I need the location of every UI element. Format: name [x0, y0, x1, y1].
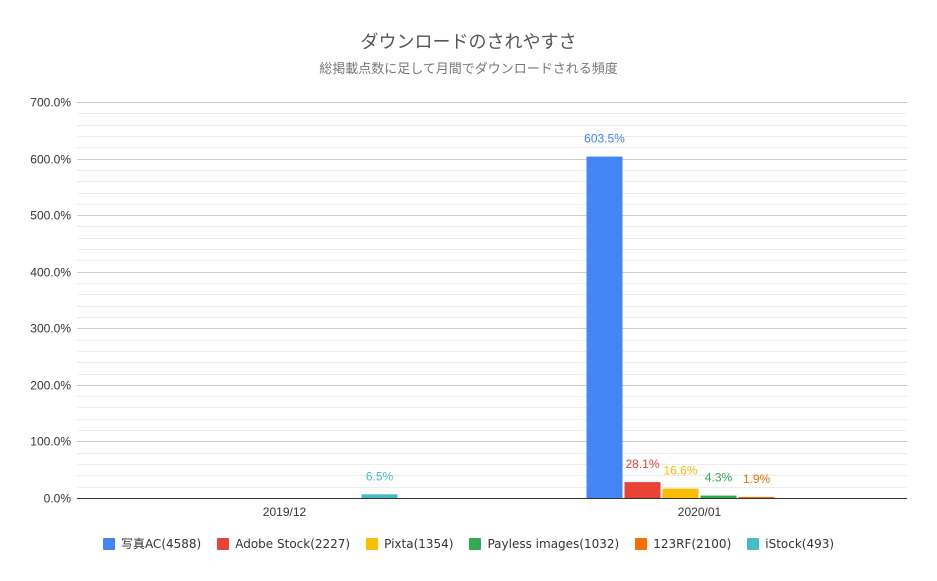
bar [700, 495, 737, 498]
bar [738, 496, 775, 498]
legend-swatch [366, 537, 379, 550]
legend-swatch [102, 537, 115, 550]
legend-item: Pixta(1354) [366, 537, 453, 551]
data-label: 16.6% [663, 464, 697, 478]
legend-item: Adobe Stock(2227) [217, 537, 350, 551]
x-tick-label: 2020/01 [678, 505, 722, 519]
legend-item: 写真AC(4588) [102, 535, 202, 552]
bar [361, 494, 398, 498]
legend-item: 123RF(2100) [635, 537, 731, 551]
y-tick-label: 400.0% [30, 266, 71, 280]
y-tick-label: 600.0% [30, 153, 71, 167]
y-tick-label: 0.0% [44, 492, 72, 506]
chart-title: ダウンロードのされやすさ [360, 32, 577, 53]
legend: 写真AC(4588) Adobe Stock(2227) Pixta(1354) Pa… [0, 535, 937, 552]
y-tick-label: 100.0% [30, 435, 71, 449]
legend-label: iStock(493) [765, 536, 835, 551]
chart-subtitle: 総掲載点数に足して月間でダウンロードされる頻度 [319, 62, 618, 77]
legend-swatch [469, 537, 482, 550]
data-label: 603.5% [584, 132, 625, 146]
legend-item: iStock(493) [747, 537, 834, 551]
legend-label: 123RF(2100) [653, 536, 732, 551]
legend-swatch [217, 537, 230, 550]
data-label: 28.1% [625, 457, 659, 471]
y-tick-label: 200.0% [30, 379, 71, 393]
y-tick-label: 500.0% [30, 209, 71, 223]
x-tick-label: 2019/12 [263, 505, 307, 519]
y-tick-label: 300.0% [30, 322, 71, 336]
legend-label: Pixta(1354) [384, 536, 454, 551]
bar [624, 482, 661, 498]
legend-swatch [635, 537, 648, 550]
y-tick-label: 700.0% [30, 96, 71, 110]
bar [586, 156, 623, 498]
legend-label: 写真AC(4588) [120, 537, 202, 551]
legend-label: Payless images(1032) [487, 536, 620, 551]
data-label: 1.9% [743, 472, 771, 486]
data-label: 6.5% [366, 469, 394, 483]
legend-item: Payless images(1032) [469, 537, 619, 551]
data-label: 4.3% [705, 471, 733, 485]
bar [662, 488, 699, 498]
legend-swatch [747, 537, 760, 550]
legend-label: Adobe Stock(2227) [235, 536, 351, 551]
